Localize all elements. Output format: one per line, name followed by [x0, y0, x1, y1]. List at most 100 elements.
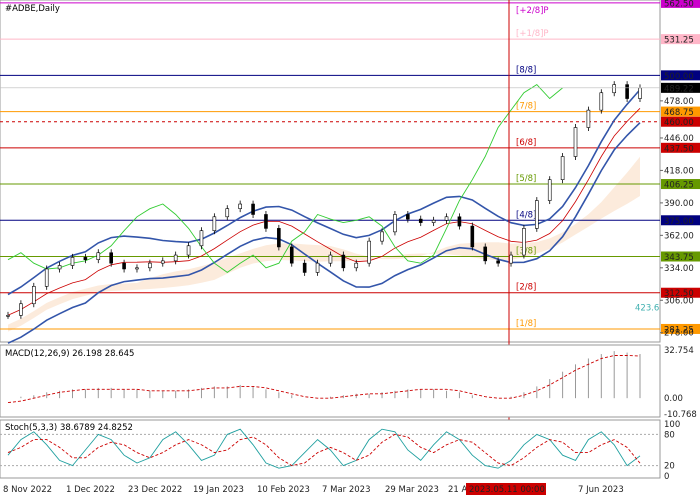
price-candle [560, 156, 565, 180]
bollinger-upper [7, 89, 641, 296]
stoch-tick-label: 0 [664, 472, 669, 482]
stoch-title: Stoch(5,3,3) 38.6789 24.8252 [5, 423, 133, 433]
cursor-time-text: 2023.05.11 00:00 [469, 485, 545, 495]
price-candle [96, 252, 101, 260]
stoch-tick-label: 20 [664, 462, 675, 472]
price-candle [186, 245, 191, 256]
time-axis-label: 10 Feb 2023 [257, 485, 310, 495]
price-candle [483, 246, 488, 262]
price-badge-text: 562.50 [664, 0, 694, 9]
murrey-level-label: [5/8] [516, 174, 536, 184]
price-candle [135, 267, 139, 270]
price-candle [393, 214, 397, 233]
price-candle [109, 252, 113, 264]
price-candle [535, 200, 539, 229]
price-candle [199, 230, 204, 247]
price-series [6, 81, 642, 319]
murrey-level-label: [4/8] [516, 210, 536, 220]
bollinger-lower [7, 122, 641, 344]
murrey-level-label: [+2/8]P [516, 6, 549, 16]
price-candle [431, 219, 436, 223]
price-tick-label: 334.00 [664, 264, 694, 274]
price-badge [661, 179, 700, 190]
macd-signal-line [7, 355, 641, 404]
price-badge [661, 116, 700, 127]
price-badge-text: 375.00 [664, 217, 694, 227]
macd-tick-label: 32.754 [664, 346, 694, 356]
macd-tick-label: 0.00 [664, 394, 683, 404]
price-candle [573, 127, 578, 157]
price-tick-label: 418.00 [664, 166, 694, 176]
stoch-k-line [7, 428, 641, 469]
price-badge-text: 531.25 [664, 36, 694, 46]
time-axis: 8 Nov 2022 1 Dec 2022 23 Dec 2022 19 Jan 20… [3, 483, 624, 495]
time-axis-label: 7 Mar 2023 [322, 485, 370, 495]
price-candle [522, 228, 526, 256]
price-candle [547, 179, 552, 201]
price-candle [148, 262, 152, 269]
murrey-level-label: [6/8] [516, 138, 536, 148]
time-axis-label: 29 Mar 2023 [385, 485, 439, 495]
murrey-level-label: [3/8] [516, 247, 536, 257]
price-candle [380, 231, 384, 242]
price-candle [599, 92, 604, 111]
stoch-panel [0, 419, 661, 479]
price-badge-text: 460.00 [664, 118, 694, 128]
price-candle [70, 257, 75, 266]
price-badge [661, 215, 700, 226]
murrey-level-label: [1/8] [516, 319, 536, 329]
price-badge [661, 0, 700, 8]
price-candle [496, 260, 500, 264]
price-tick-label: 278.00 [664, 329, 694, 339]
price-candle [238, 203, 242, 209]
side-value-label: 423.6 [635, 304, 659, 314]
price-candle [302, 262, 307, 273]
price-candle [6, 315, 10, 317]
time-axis-label: 7 Jun 2023 [578, 485, 624, 495]
price-badge [661, 323, 700, 334]
price-axis: 478.00 446.00 418.00 390.00 362.00 334.00 306.… [0, 82, 700, 339]
price-tick-label: 390.00 [664, 199, 694, 209]
price-candle [173, 254, 178, 262]
price-candle [19, 303, 23, 316]
price-candle [57, 265, 62, 270]
murrey-level-label: [7/8] [516, 102, 536, 112]
price-candle [44, 268, 49, 287]
price-candle [289, 246, 294, 264]
time-axis-label: 23 Dec 2022 [128, 485, 182, 495]
price-tick-label: 306.00 [664, 296, 694, 306]
price-badge [661, 106, 700, 117]
price-candle [160, 260, 165, 264]
price-badge-text: 437.50 [664, 144, 694, 154]
price-candle [328, 254, 333, 264]
price-candle [315, 262, 320, 273]
price-candle [625, 84, 629, 99]
time-axis-label: 19 Jan 2023 [193, 485, 244, 495]
price-candle [212, 216, 217, 232]
main-panel [0, 0, 661, 343]
price-candle [277, 228, 281, 248]
moving-average [7, 108, 641, 316]
price-badge [661, 34, 700, 45]
symbol-title: #ADBE,Daily [5, 4, 60, 14]
price-candle [586, 109, 591, 128]
price-candle [122, 262, 126, 270]
price-candle [367, 240, 371, 264]
stoch-tick-label: 80 [664, 430, 675, 440]
price-badge-text: 312.50 [664, 289, 694, 299]
price-badge-text: 468.75 [664, 108, 694, 118]
price-candle [470, 225, 475, 248]
macd-series: 32.754 0.00 -10.768 [7, 346, 697, 420]
ichimoku-cloud [8, 156, 640, 332]
bollinger-bands [7, 84, 641, 344]
price-tick-label: 362.00 [664, 231, 694, 241]
price-candle [225, 208, 230, 218]
price-candle [264, 214, 268, 229]
price-badge [661, 251, 700, 262]
price-candle [354, 262, 359, 269]
price-candle [418, 218, 423, 223]
price-candle [638, 87, 642, 99]
price-candle [612, 84, 617, 94]
